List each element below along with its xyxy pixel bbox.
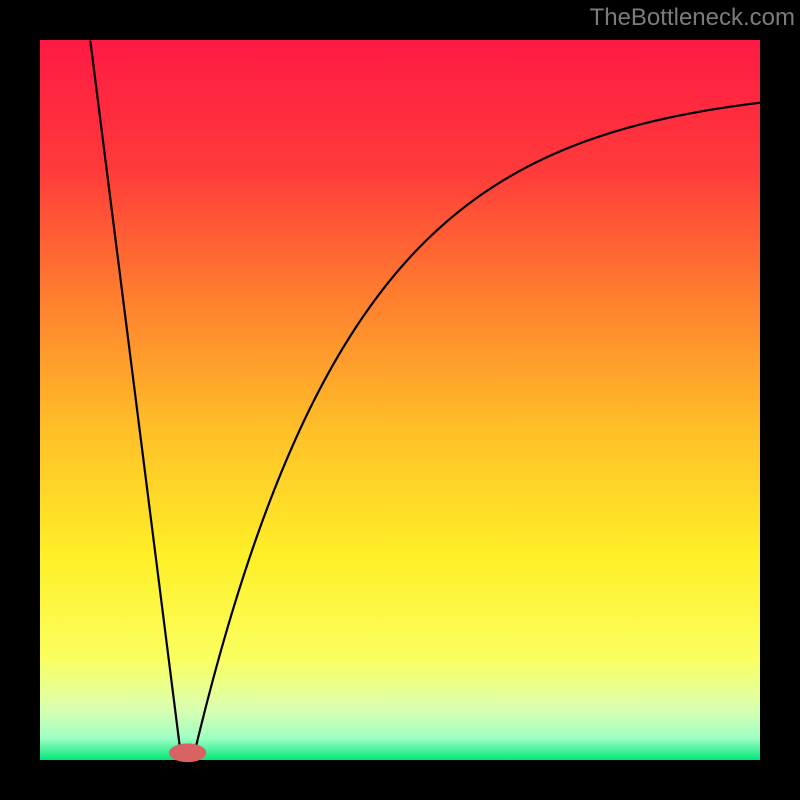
bottleneck-chart bbox=[0, 0, 800, 800]
optimal-marker bbox=[169, 743, 206, 762]
chart-background bbox=[40, 40, 760, 760]
watermark-text: TheBottleneck.com bbox=[590, 4, 795, 32]
